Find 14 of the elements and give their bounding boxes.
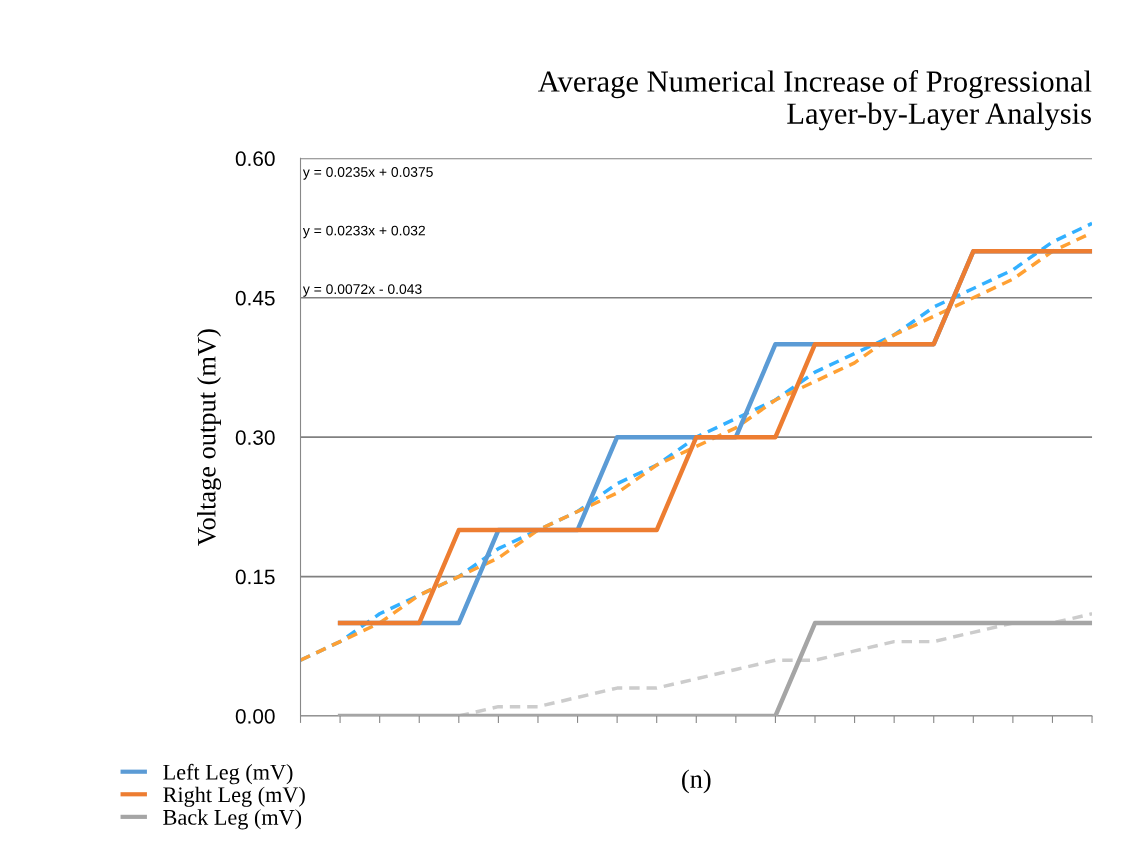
legend-label: Right Leg (mV) xyxy=(163,786,305,807)
annotation: y = 0.0235x + 0.0375 xyxy=(302,167,433,180)
chart-title: Average Numerical Increase of Progressional Layer-by-Layer Analysis xyxy=(538,70,1092,131)
y-tick-label: 0.60 xyxy=(235,151,275,167)
y-axis-title: Voltage output (mV) xyxy=(197,329,222,546)
annotation: y = 0.0072x - 0.043 xyxy=(302,284,422,297)
y-tick-label: 0.15 xyxy=(235,569,275,585)
y-tick-label: 0.00 xyxy=(235,708,275,724)
annotation: y = 0.0233x + 0.032 xyxy=(302,225,425,239)
legend-label: Back Leg (mV) xyxy=(163,809,302,830)
x-axis-title: (n) xyxy=(682,769,711,794)
y-tick-label: 0.30 xyxy=(235,430,275,445)
legend-label: Left Leg (mV) xyxy=(163,763,293,785)
y-tick-label: 0.45 xyxy=(235,290,275,306)
